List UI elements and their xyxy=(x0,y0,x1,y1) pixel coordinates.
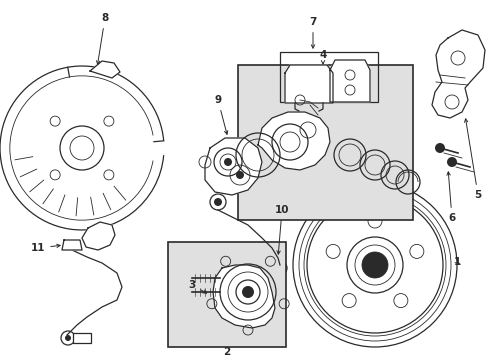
Bar xyxy=(168,242,286,347)
Bar xyxy=(73,333,91,343)
Circle shape xyxy=(214,198,222,206)
Text: 8: 8 xyxy=(97,13,109,64)
Polygon shape xyxy=(62,240,82,250)
Polygon shape xyxy=(213,265,275,328)
Text: 9: 9 xyxy=(215,95,228,134)
Text: 3: 3 xyxy=(188,280,207,293)
Text: 6: 6 xyxy=(447,172,456,223)
Polygon shape xyxy=(330,60,370,102)
Text: 10: 10 xyxy=(275,205,289,254)
Circle shape xyxy=(224,158,232,166)
Polygon shape xyxy=(258,112,330,170)
Circle shape xyxy=(65,335,71,341)
Polygon shape xyxy=(205,138,262,195)
Circle shape xyxy=(362,252,388,278)
Circle shape xyxy=(435,143,445,153)
Polygon shape xyxy=(285,65,333,103)
Circle shape xyxy=(236,171,244,179)
Text: 11: 11 xyxy=(31,243,60,253)
Bar xyxy=(280,52,378,102)
Text: 1: 1 xyxy=(453,257,461,267)
Polygon shape xyxy=(82,222,115,250)
Text: 4: 4 xyxy=(319,50,327,64)
Text: 5: 5 xyxy=(465,119,482,200)
Circle shape xyxy=(447,157,457,167)
Text: 2: 2 xyxy=(223,347,231,357)
Circle shape xyxy=(277,265,283,271)
Text: 7: 7 xyxy=(309,17,317,48)
Polygon shape xyxy=(90,61,120,78)
Polygon shape xyxy=(432,30,485,118)
Bar xyxy=(238,65,413,220)
Circle shape xyxy=(242,286,254,298)
